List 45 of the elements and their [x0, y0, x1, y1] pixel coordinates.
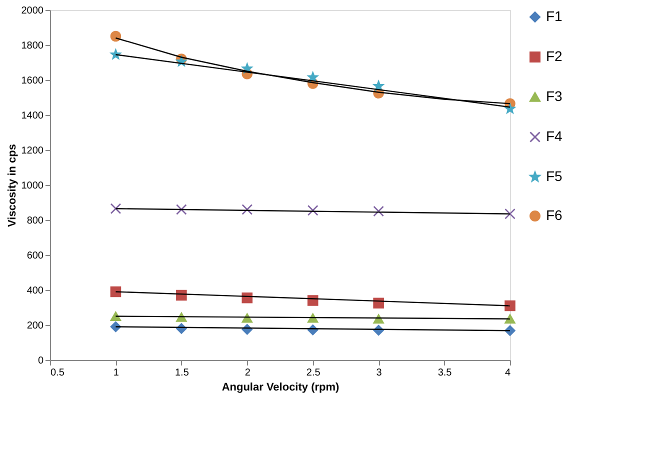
point — [504, 314, 516, 324]
y-tick-label: 400 — [26, 286, 44, 296]
point — [308, 72, 318, 82]
point — [110, 311, 122, 322]
point — [110, 286, 122, 298]
point — [242, 204, 253, 215]
legend-label: F6 — [546, 207, 563, 223]
x-tick-label: 0.5 — [50, 368, 65, 378]
y-tick-label: 800 — [26, 216, 44, 226]
x-tick-label: 3 — [376, 368, 382, 378]
legend-label: F4 — [546, 128, 563, 144]
point — [176, 204, 187, 215]
point — [373, 314, 384, 324]
point — [307, 204, 318, 216]
x-tick-label: 2.5 — [306, 368, 321, 378]
y-tick-label: 600 — [26, 250, 44, 262]
y-axis-title: Viscosity in cps — [6, 144, 18, 227]
legend-label: F3 — [546, 88, 563, 104]
point — [504, 208, 516, 220]
point — [504, 103, 516, 114]
legend-label: F2 — [546, 48, 563, 64]
x-tick-label: 2 — [244, 368, 251, 378]
x-axis-title: Angular Velocity (rpm) — [222, 382, 340, 394]
legend-label: F1 — [546, 8, 563, 24]
x-tick-label: 4 — [504, 368, 511, 378]
x-tick-label: 3.5 — [438, 368, 452, 378]
y-tick-label: 1400 — [21, 110, 44, 122]
legend-label: F5 — [546, 168, 563, 184]
point — [110, 30, 122, 42]
y-tick-label: 1600 — [21, 76, 44, 86]
point — [373, 206, 384, 217]
point — [504, 325, 516, 336]
point — [504, 300, 516, 312]
y-tick-label: 200 — [26, 320, 44, 332]
x-tick-label: 1 — [113, 368, 120, 378]
x-tick-label: 1.5 — [174, 368, 190, 378]
y-tick-label: 0 — [38, 356, 44, 366]
y-tick-label: 1800 — [21, 40, 44, 52]
point — [110, 203, 122, 214]
point — [307, 313, 318, 323]
y-tick-label: 2000 — [21, 6, 44, 16]
y-tick-label: 1200 — [21, 146, 44, 156]
point — [242, 313, 253, 323]
y-tick-label: 1000 — [21, 180, 44, 192]
point — [373, 80, 384, 91]
